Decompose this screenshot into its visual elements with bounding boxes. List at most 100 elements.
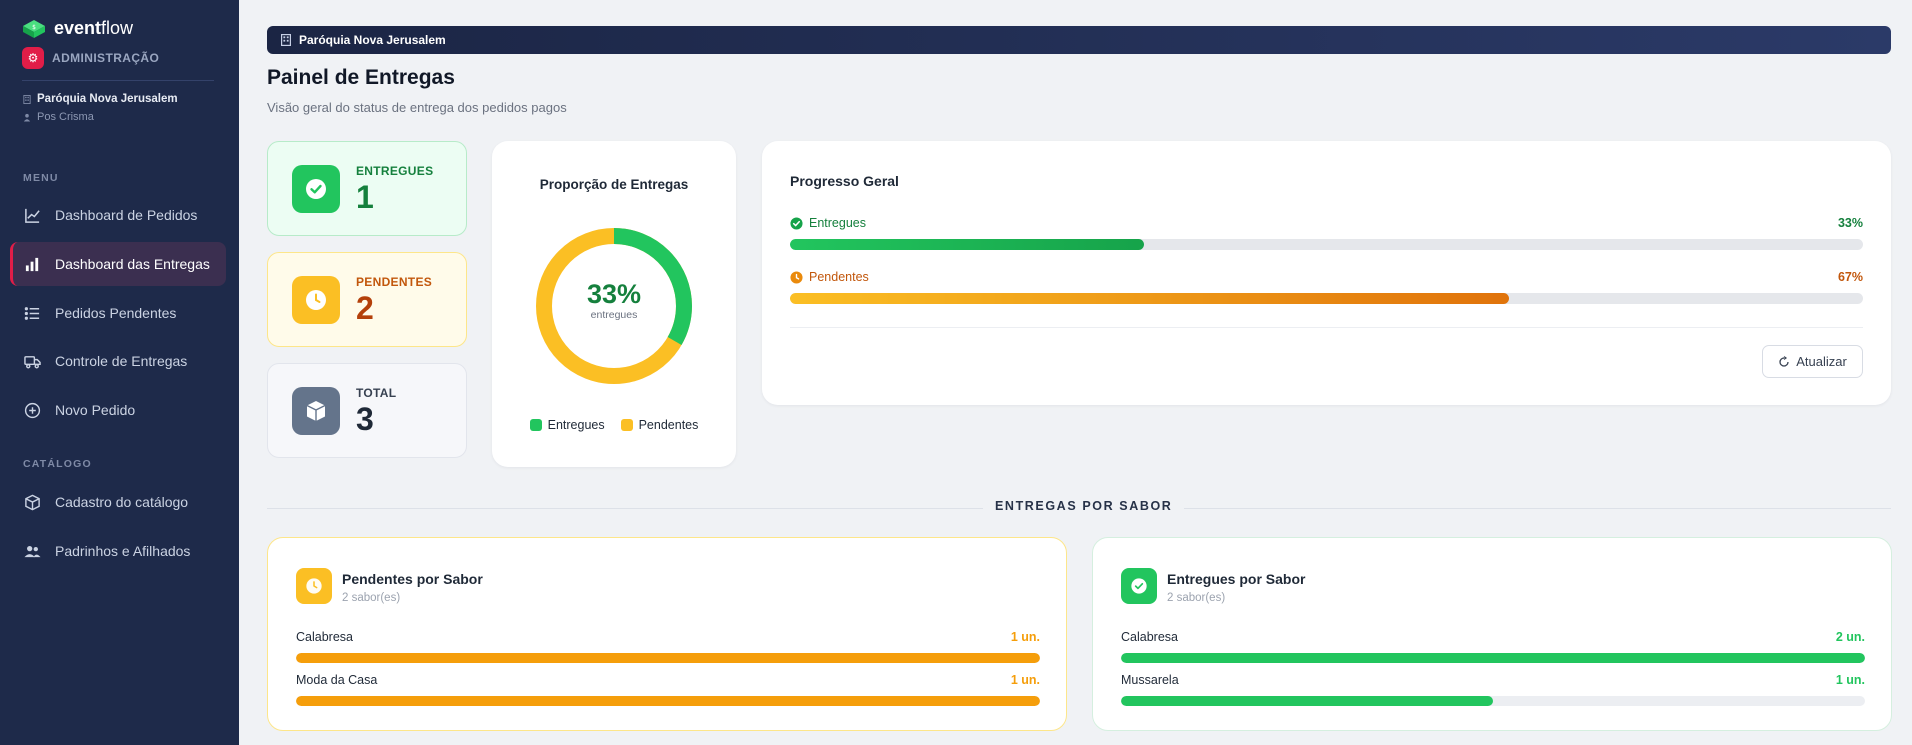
org-group: Pos Crisma — [37, 111, 94, 123]
gear-icon: ⚙ — [22, 47, 44, 69]
check-circle-icon — [790, 216, 803, 230]
total-stat-card: TOTAL 3 — [267, 363, 467, 458]
plus-circle-icon — [24, 402, 41, 418]
flavor-count: 2 un. — [1835, 630, 1865, 644]
sidebar-item-label: Dashboard das Entregas — [55, 256, 210, 272]
org-banner-text: Paróquia Nova Jerusalem — [299, 33, 446, 47]
legend-swatch-pending — [620, 419, 633, 431]
delivered-stat-card: ENTREGUES 1 — [267, 141, 467, 236]
flavor-bar-fill — [1121, 653, 1865, 663]
flavor-count: 1 un. — [1010, 673, 1040, 687]
menu-section-label: MENU — [23, 172, 59, 184]
building-icon — [281, 34, 291, 46]
sidebar-divider — [22, 80, 214, 81]
flavor-name: Mussarela — [1121, 673, 1179, 687]
legend-swatch-delivered — [529, 419, 542, 431]
progress-delivered-label: Entregues — [809, 216, 866, 230]
list-item: Calabresa 2 un. — [1121, 630, 1865, 663]
delivery-donut-chart — [536, 228, 692, 384]
admin-role: ⚙ ADMINISTRAÇÃO — [22, 47, 159, 69]
user-icon — [23, 113, 31, 122]
legend-item-delivered: Entregues — [529, 418, 605, 432]
donut-title: Proporção de Entregas — [539, 177, 689, 192]
pending-stat-label: PENDENTES — [356, 274, 433, 289]
list-item: Mussarela 1 un. — [1121, 673, 1865, 706]
clock-icon — [790, 270, 803, 284]
flavor-bar-fill — [296, 696, 1040, 706]
legend-item-pending: Pendentes — [620, 418, 698, 432]
delivery-proportion-card: Proporção de Entregas 33% entregues Entr… — [492, 141, 736, 467]
delivered-stat-value: 1 — [356, 178, 374, 215]
flavor-bar-track — [296, 653, 1040, 663]
sidebar-item-controle-entregas[interactable]: Controle de Entregas — [10, 339, 226, 383]
donut-center-label: entregues — [590, 309, 638, 321]
donut-legend: Entregues Pendentes — [492, 418, 736, 432]
refresh-icon — [1779, 355, 1789, 367]
donut-center-value: 33% — [586, 279, 642, 309]
progress-pending-fill — [790, 293, 1509, 304]
delivered-flavor-title: Entregues por Sabor — [1167, 571, 1306, 587]
sidebar-item-dashboard-pedidos[interactable]: Dashboard de Pedidos — [10, 193, 226, 237]
org-banner: Paróquia Nova Jerusalem — [267, 26, 1891, 54]
svg-text:$: $ — [32, 24, 36, 31]
progress-pending-value: 67% — [1837, 270, 1863, 284]
building-icon — [23, 94, 31, 104]
flavor-bar-track — [1121, 696, 1865, 706]
delivered-by-flavor-card: Entregues por Sabor 2 sabor(es) Calabres… — [1092, 537, 1892, 731]
total-stat-value: 3 — [356, 400, 374, 437]
sidebar-item-padrinhos-afilhados[interactable]: Padrinhos e Afilhados — [10, 529, 226, 573]
flavor-count: 1 un. — [1835, 673, 1865, 687]
role-label: ADMINISTRAÇÃO — [52, 51, 160, 65]
check-circle-icon — [1121, 568, 1157, 604]
sidebar-item-novo-pedido[interactable]: Novo Pedido — [10, 388, 226, 432]
progress-divider — [790, 327, 1863, 328]
delivered-stat-label: ENTREGUES — [356, 163, 434, 178]
progress-delivered-fill — [790, 239, 1145, 250]
flavor-count: 1 un. — [1010, 630, 1040, 644]
eventflow-logo-icon: $ — [23, 19, 45, 38]
check-circle-icon — [292, 164, 340, 213]
sidebar-item-pedidos-pendentes[interactable]: Pedidos Pendentes — [10, 291, 226, 335]
brand-name: eventflow — [54, 18, 134, 38]
progress-pending-track — [790, 293, 1863, 304]
page-title: Painel de Entregas — [267, 66, 455, 89]
flavor-bar-track — [296, 696, 1040, 706]
overall-progress-card: Progresso Geral Entregues 33% Pendentes … — [762, 141, 1891, 405]
clock-icon — [296, 568, 332, 604]
section-title: ENTREGAS POR SABOR — [983, 499, 1185, 513]
sidebar-item-label: Padrinhos e Afilhados — [55, 543, 191, 559]
flavor-name: Moda da Casa — [296, 673, 378, 687]
progress-delivered-value: 33% — [1837, 216, 1863, 230]
flavor-bar-fill — [1121, 696, 1493, 706]
page-subtitle: Visão geral do status de entrega dos ped… — [267, 100, 567, 115]
total-stat-label: TOTAL — [356, 385, 397, 400]
brand[interactable]: $ eventflow — [22, 18, 133, 39]
progress-title: Progresso Geral — [790, 173, 899, 189]
list-icon — [24, 306, 40, 320]
org-info: Paróquia Nova Jerusalem Pos Crisma — [23, 90, 178, 126]
refresh-label: Atualizar — [1796, 354, 1847, 369]
flavor-name: Calabresa — [1121, 630, 1178, 644]
users-icon — [24, 545, 41, 557]
flavor-bar-fill — [296, 653, 1040, 663]
list-item: Calabresa 1 un. — [296, 630, 1040, 663]
sidebar-item-dashboard-entregas[interactable]: Dashboard das Entregas — [10, 242, 226, 286]
list-item: Moda da Casa 1 un. — [296, 673, 1040, 706]
progress-pending-label: Pendentes — [809, 270, 869, 284]
catalog-section-label: CATÁLOGO — [23, 458, 92, 470]
refresh-button[interactable]: Atualizar — [1762, 345, 1863, 378]
pending-stat-card: PENDENTES 2 — [267, 252, 467, 347]
bar-chart-icon — [25, 257, 39, 271]
line-chart-icon — [25, 208, 40, 223]
progress-row-delivered: Entregues 33% — [790, 214, 1863, 250]
clock-icon — [292, 275, 340, 324]
sidebar-item-label: Pedidos Pendentes — [55, 305, 177, 321]
flavor-name: Calabresa — [296, 630, 353, 644]
sidebar-item-label: Dashboard de Pedidos — [55, 207, 198, 223]
sidebar-item-label: Controle de Entregas — [55, 353, 188, 369]
sidebar-item-cadastro-catalogo[interactable]: Cadastro do catálogo — [10, 480, 226, 524]
pending-flavor-subtitle: 2 sabor(es) — [342, 592, 401, 604]
truck-icon — [24, 355, 41, 368]
progress-delivered-track — [790, 239, 1863, 250]
sidebar-item-label: Cadastro do catálogo — [55, 494, 189, 510]
